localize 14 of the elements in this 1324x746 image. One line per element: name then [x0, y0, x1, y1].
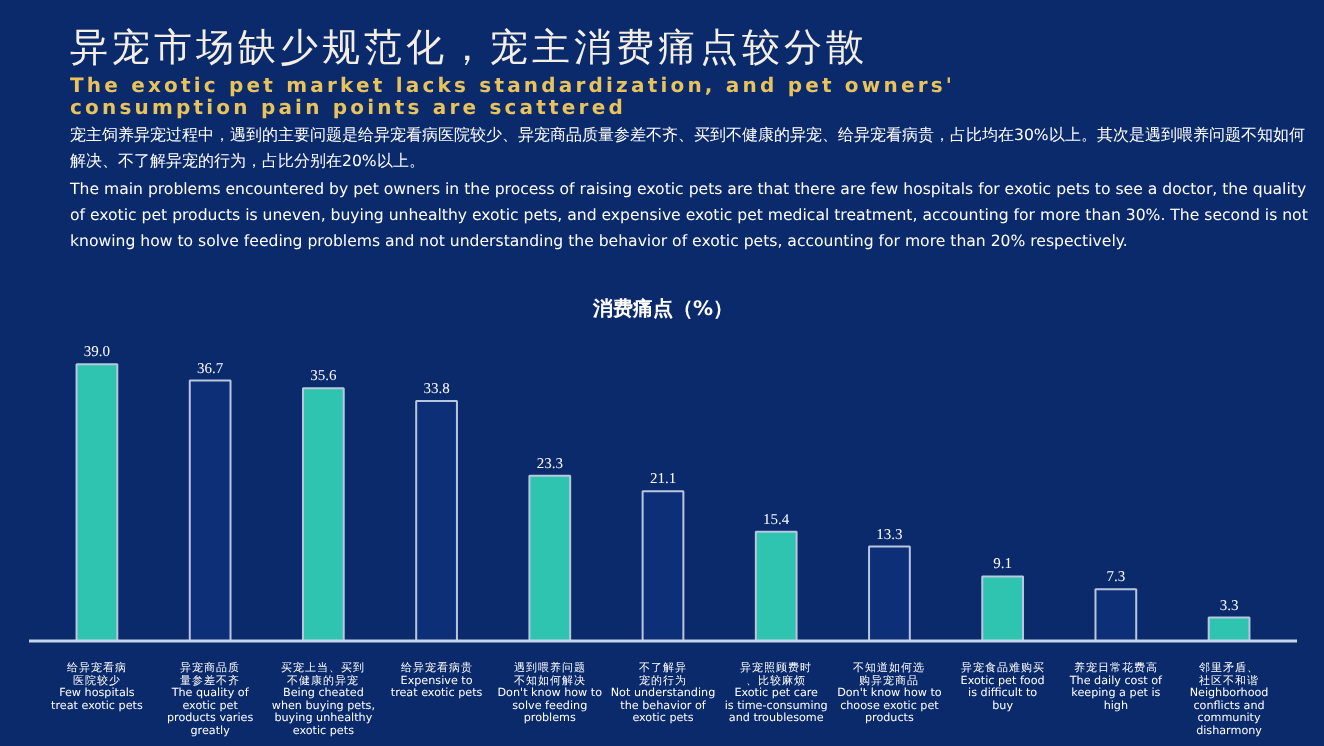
bar [528, 474, 572, 641]
bar [415, 400, 458, 641]
chart-subtitle: The exotic pet market lacks standardization, and pet owners' consumption pain points are scattered [70, 76, 958, 121]
bar [1094, 588, 1138, 641]
bar [1207, 616, 1251, 641]
bar [75, 363, 119, 641]
bar [301, 387, 345, 641]
text: 消费痛点（%） [590, 297, 734, 321]
bar [868, 545, 911, 641]
bar [754, 530, 798, 641]
bar [188, 379, 232, 641]
chart-title: 异宠市场缺少规范化，宠主消费痛点较分散 [70, 24, 870, 74]
bar [641, 490, 685, 641]
bar [981, 575, 1025, 641]
